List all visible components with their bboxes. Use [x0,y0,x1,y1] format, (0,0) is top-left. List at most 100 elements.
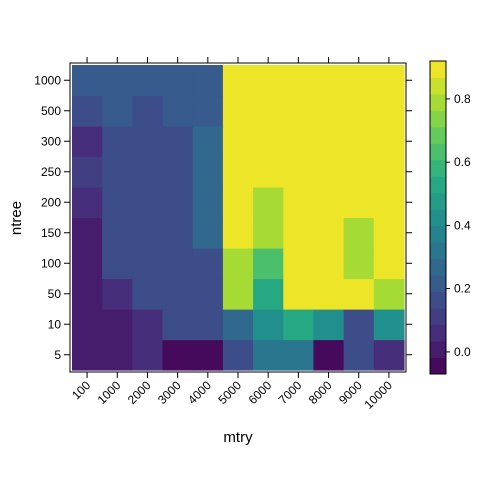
heatmap-cell [162,156,194,188]
heatmap-cell [162,65,194,97]
heatmap-cell [283,217,315,249]
heatmap-cell [162,187,194,219]
colorbar-segment [430,341,446,359]
colorbar-border [429,60,447,375]
heatmap-cell [72,217,103,249]
heatmap-cell [343,339,375,371]
colorbar-segment [430,143,446,161]
heatmap-cell [102,156,133,188]
heatmap-cell [132,248,164,280]
heatmap-cell [162,126,194,158]
heatmap-cell [132,126,164,158]
heatmap-cell [192,278,224,310]
heatmap-cell [192,126,224,158]
heatmap-cell [373,156,405,188]
heatmap-cell [283,95,315,127]
heatmap-cell [192,309,224,341]
y-tick-label: 150 [41,226,61,240]
heatmap-cell [283,309,315,341]
heatmap-cell [102,217,133,249]
heatmap-cell [253,65,284,97]
heatmap-cell [313,156,345,188]
heatmap-cell [72,95,103,127]
colorbar-segment [430,77,446,95]
heatmap-cell [283,187,315,219]
colorbar-tick-label: 0.6 [454,155,471,169]
heatmap-cell [283,126,315,158]
y-tick-label: 250 [41,165,61,179]
heatmap-cell [253,187,284,219]
heatmap-cell [343,65,375,97]
y-tick-label: 10 [48,317,62,331]
heatmap-cell [373,95,405,127]
heatmap-cell [253,95,284,127]
heatmap-cell [313,339,345,371]
heatmap-cell [253,278,284,310]
x-tick-label: 6000 [246,378,275,407]
heatmap-cell [373,339,405,371]
y-tick-label: 200 [41,195,61,209]
colorbar-tick-label: 0.8 [454,92,471,106]
colorbar-segment [430,291,446,309]
heatmap-cell [222,339,254,371]
x-tick-label: 1000 [95,378,124,407]
heatmap-cell [313,248,345,280]
heatmap-cell [192,187,224,219]
colorbar-segment [430,110,446,128]
heatmap-cell [283,339,315,371]
heatmap-cell [192,248,224,280]
heatmap-cell [343,309,375,341]
heatmap-cell [253,217,284,249]
y-tick-label: 1000 [34,73,61,87]
x-tick-label: 3000 [155,378,184,407]
colorbar-segment [430,93,446,111]
heatmap-cell [313,309,345,341]
heatmap-cell [72,309,103,341]
heatmap-cell [313,278,345,310]
heatmap-cell [343,217,375,249]
colorbar-tick-label: 0.0 [454,345,471,359]
x-tick-label: 10000 [362,378,396,412]
colorbar-segment [430,159,446,177]
heatmap-cell [313,187,345,219]
heatmap-cell [132,65,164,97]
colorbar-tick-label: 0.4 [454,218,471,232]
heatmap-cell [253,156,284,188]
colorbar-segment [430,357,446,375]
heatmap-cell [222,309,254,341]
heatmap-cell [253,248,284,280]
colorbar-segment [430,275,446,293]
heatmap-cell [343,95,375,127]
heatmap-cell [283,248,315,280]
colorbar-segment [430,242,446,260]
heatmap-cell [102,187,133,219]
heatmap-cell [72,126,103,158]
colorbar-segment [430,176,446,194]
heatmap-cell [222,248,254,280]
y-tick-label: 100 [41,256,61,270]
heatmap-cell [253,126,284,158]
heatmap-cell [162,278,194,310]
heatmap-cell [222,156,254,188]
heatmap-cell [102,339,133,371]
x-tick-label: 9000 [336,378,365,407]
heatmap-cell [313,217,345,249]
heatmap-cell [72,156,103,188]
y-tick-label: 300 [41,134,61,148]
heatmap-cell [253,309,284,341]
heatmap-cell [343,156,375,188]
y-axis-title: ntree [8,201,25,235]
heatmap-cell [343,187,375,219]
heatmap-cell [313,65,345,97]
heatmap-cell [192,156,224,188]
heatmap-cell [132,95,164,127]
heatmap-cell [343,126,375,158]
heatmap-cell [102,248,133,280]
y-tick-label: 500 [41,104,61,118]
heatmap-cell [132,217,164,249]
colorbar-tick-label: 0.2 [454,282,471,296]
heatmap-cell [162,217,194,249]
heatmap-cell [373,217,405,249]
colorbar-segment [430,225,446,243]
